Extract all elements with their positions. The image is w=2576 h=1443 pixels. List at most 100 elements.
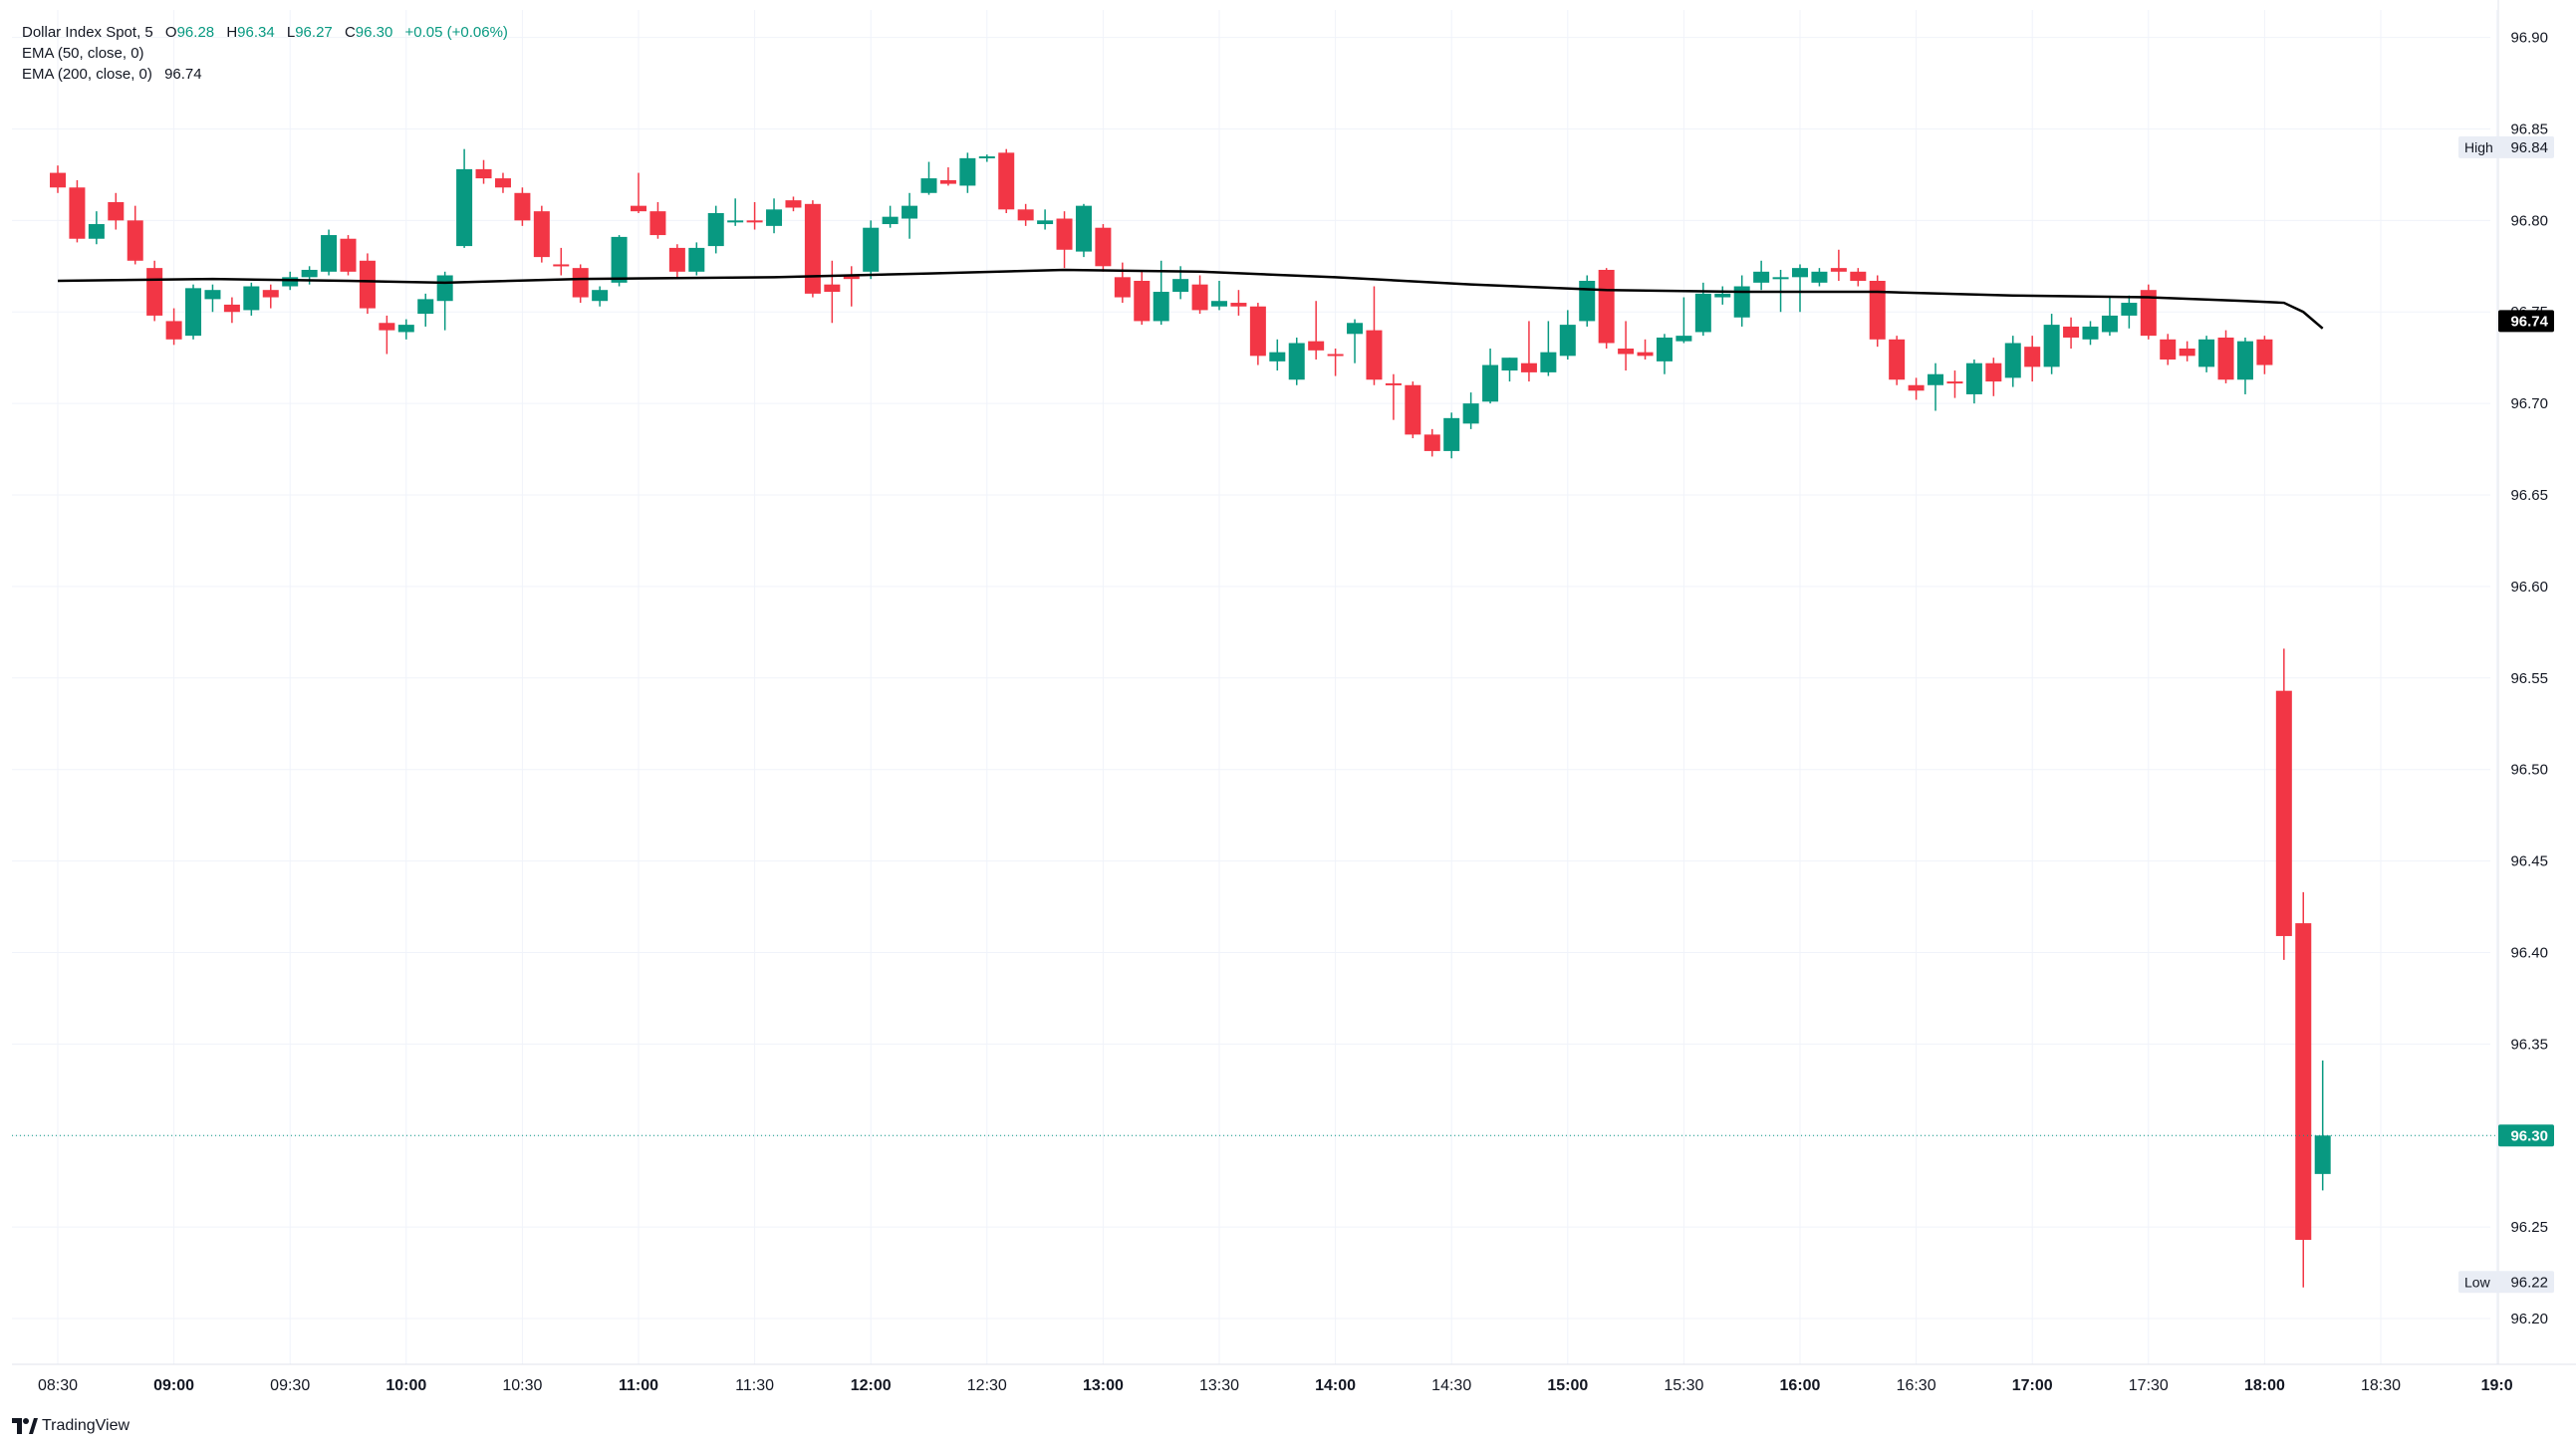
candle-up[interactable] bbox=[1928, 373, 1944, 385]
candle-up[interactable] bbox=[321, 235, 338, 272]
candle-down[interactable] bbox=[50, 172, 66, 188]
candle-down[interactable] bbox=[1869, 281, 1886, 340]
candle-down[interactable] bbox=[631, 205, 646, 212]
candle-up[interactable] bbox=[2101, 315, 2118, 333]
candle-down[interactable] bbox=[1520, 362, 1537, 372]
candle-down[interactable] bbox=[2256, 339, 2273, 365]
candle-up[interactable] bbox=[1965, 362, 1982, 394]
candle-up[interactable] bbox=[1288, 343, 1305, 380]
candle-down[interactable] bbox=[1095, 227, 1112, 267]
candle-down[interactable] bbox=[127, 220, 143, 261]
candle-down[interactable] bbox=[1327, 354, 1344, 357]
candle-up[interactable] bbox=[1753, 271, 1770, 283]
candle-down[interactable] bbox=[2140, 290, 2157, 337]
candle-up[interactable] bbox=[397, 325, 414, 333]
candle-down[interactable] bbox=[1889, 339, 1906, 380]
candle-up[interactable] bbox=[1694, 293, 1711, 333]
candle-down[interactable] bbox=[785, 200, 802, 208]
candle-down[interactable] bbox=[1618, 349, 1635, 355]
candle-down[interactable] bbox=[824, 284, 841, 293]
candle-down[interactable] bbox=[359, 260, 376, 309]
candle-down[interactable] bbox=[223, 304, 240, 313]
candle-down[interactable] bbox=[69, 187, 86, 239]
candle-down[interactable] bbox=[2024, 347, 2041, 367]
candle-down[interactable] bbox=[494, 178, 511, 188]
candle-up[interactable] bbox=[707, 213, 724, 247]
candle-up[interactable] bbox=[920, 178, 937, 193]
candle-down[interactable] bbox=[1385, 382, 1402, 385]
candle-down[interactable] bbox=[1366, 330, 1383, 380]
candle-down[interactable] bbox=[340, 238, 357, 272]
candle-up[interactable] bbox=[2043, 325, 2060, 367]
candle-up[interactable] bbox=[1733, 286, 1750, 318]
candle-down[interactable] bbox=[533, 211, 550, 258]
candle-up[interactable] bbox=[204, 290, 221, 300]
candle-up[interactable] bbox=[2082, 326, 2099, 340]
candle-up[interactable] bbox=[2198, 339, 2215, 367]
candle-up[interactable] bbox=[88, 224, 105, 239]
candle-up[interactable] bbox=[592, 290, 609, 302]
candle-up[interactable] bbox=[1792, 268, 1808, 278]
candle-up[interactable] bbox=[959, 157, 976, 186]
candle-up[interactable] bbox=[2121, 303, 2138, 316]
candle-up[interactable] bbox=[1462, 403, 1479, 424]
candle-up[interactable] bbox=[1172, 279, 1189, 293]
candle-down[interactable] bbox=[1637, 352, 1654, 357]
candle-down[interactable] bbox=[1249, 306, 1266, 357]
candle-down[interactable] bbox=[2063, 326, 2080, 338]
candle-up[interactable] bbox=[1559, 325, 1576, 357]
candle-down[interactable] bbox=[1134, 281, 1151, 322]
candle-down[interactable] bbox=[165, 321, 182, 340]
candle-down[interactable] bbox=[2179, 349, 2195, 357]
candle-down[interactable] bbox=[1850, 271, 1867, 281]
candle-down[interactable] bbox=[1114, 277, 1131, 298]
candle-down[interactable] bbox=[1017, 209, 1034, 221]
candle-up[interactable] bbox=[766, 209, 783, 226]
candle-up[interactable] bbox=[417, 299, 434, 315]
candle-down[interactable] bbox=[843, 275, 860, 280]
candle-down[interactable] bbox=[1423, 434, 1440, 451]
candle-down[interactable] bbox=[1308, 341, 1325, 351]
candle-up[interactable] bbox=[1540, 352, 1557, 372]
candle-down[interactable] bbox=[553, 264, 570, 267]
candle-up[interactable] bbox=[1501, 358, 1518, 371]
candle-down[interactable] bbox=[804, 203, 821, 294]
candle-up[interactable] bbox=[2004, 343, 2021, 378]
candle-up[interactable] bbox=[185, 288, 202, 337]
candle-down[interactable] bbox=[262, 290, 279, 298]
candle-up[interactable] bbox=[1811, 271, 1828, 283]
candle-down[interactable] bbox=[1056, 218, 1073, 250]
candle-down[interactable] bbox=[2160, 339, 2177, 361]
candle-down[interactable] bbox=[2295, 923, 2312, 1241]
candle-up[interactable] bbox=[1347, 323, 1364, 335]
candle-up[interactable] bbox=[2314, 1135, 2331, 1174]
candle-down[interactable] bbox=[475, 168, 492, 179]
candle-down[interactable] bbox=[1830, 268, 1847, 272]
candle-down[interactable] bbox=[746, 220, 763, 223]
candle-down[interactable] bbox=[1946, 381, 1963, 384]
candle-down[interactable] bbox=[998, 152, 1015, 210]
candle-up[interactable] bbox=[1675, 336, 1692, 342]
candle-up[interactable] bbox=[1075, 205, 1092, 252]
candle-up[interactable] bbox=[456, 168, 473, 247]
candle-down[interactable] bbox=[939, 179, 956, 184]
candle-down[interactable] bbox=[1908, 384, 1925, 391]
candle-up[interactable] bbox=[863, 227, 880, 272]
candle-down[interactable] bbox=[668, 247, 685, 272]
candle-up[interactable] bbox=[301, 269, 318, 278]
candle-up[interactable] bbox=[882, 216, 899, 225]
candle-up[interactable] bbox=[727, 220, 744, 223]
candle-up[interactable] bbox=[436, 275, 453, 302]
candle-up[interactable] bbox=[688, 247, 705, 272]
candle-down[interactable] bbox=[379, 323, 395, 331]
candle-down[interactable] bbox=[572, 268, 589, 298]
candle-up[interactable] bbox=[2236, 341, 2253, 380]
candle-up[interactable] bbox=[1656, 337, 1673, 361]
candle-up[interactable] bbox=[611, 236, 628, 283]
candle-down[interactable] bbox=[649, 211, 666, 236]
candle-down[interactable] bbox=[146, 268, 163, 316]
candle-up[interactable] bbox=[282, 277, 299, 287]
candle-up[interactable] bbox=[1037, 220, 1054, 225]
candle-down[interactable] bbox=[2217, 337, 2234, 380]
